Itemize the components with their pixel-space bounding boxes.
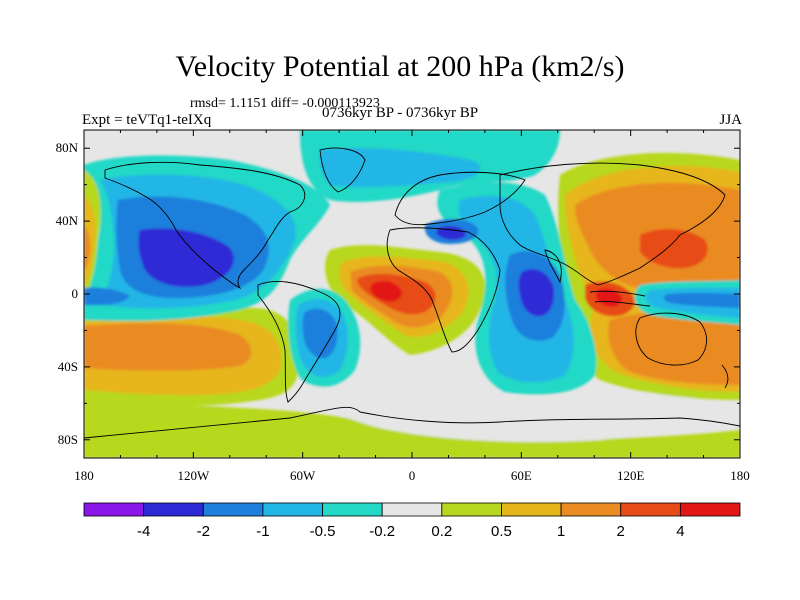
colorbar-swatch (381, 502, 443, 517)
colorbar-swatch (501, 502, 562, 517)
south-america-negative-2 (302, 308, 338, 359)
colorbar-swatch (322, 502, 383, 517)
period-label: 0736kyr BP - 0736kyr BP (322, 105, 479, 121)
lon-tick-label: 120E (617, 468, 645, 483)
lon-tick-label: 180 (730, 468, 750, 483)
experiment-label: Expt = teVTq1-teIXq (82, 112, 212, 128)
colorbar-label: 0.2 (431, 523, 452, 540)
asia-coast (499, 162, 726, 286)
europe-coast (394, 171, 526, 226)
antarctica-coast (84, 406, 740, 439)
australia-coast (635, 312, 707, 366)
lat-tick-label: 40N (56, 213, 79, 228)
chart-title: Velocity Potential at 200 hPa (km2/s) (175, 50, 625, 83)
colorbar-swatch (441, 502, 502, 517)
colorbar-swatch (262, 502, 323, 517)
south-pacific-positive-2 (84, 323, 252, 371)
axis-ticks: 80N 40N 0 40S 80S 180 120W 60W 0 60E 120E 180 (56, 130, 750, 483)
pacific-equatorial-negative-2 (663, 292, 740, 308)
colorbar-swatch (679, 502, 741, 517)
season-label: JJA (719, 112, 742, 128)
lon-tick-label: 60E (511, 468, 532, 483)
colorbar-swatch (202, 502, 264, 517)
colorbar-label: -0.2 (369, 523, 395, 540)
india-coast (544, 249, 562, 284)
south-america-coast (257, 281, 341, 403)
greenland-coast (319, 147, 366, 193)
coastlines (84, 147, 740, 439)
colorbar-label: 4 (676, 523, 684, 540)
australia-positive-2 (608, 311, 740, 385)
north-america-coast (104, 161, 306, 290)
lat-tick-label: 40S (58, 359, 78, 374)
atlantic-positive-4 (370, 281, 402, 302)
lat-tick-label: 80N (56, 140, 79, 155)
colorbar-label: -1 (256, 523, 269, 540)
colorbar: -4 -2 -1 -0.5 -0.2 0.2 0.5 1 2 4 (83, 502, 741, 540)
east-edge-negative (84, 287, 130, 306)
americas-negative-3 (138, 228, 234, 287)
antarctic-neutral (310, 385, 694, 442)
southern-band-positive (84, 400, 740, 458)
colorbar-label: 1 (557, 523, 565, 540)
lat-tick-label: 80S (58, 432, 78, 447)
new-zealand-coast (721, 364, 729, 389)
indonesia-coast (589, 290, 651, 307)
colorbar-label: -4 (137, 523, 150, 540)
colorbar-swatch (620, 502, 681, 517)
colorbar-swatch (143, 502, 204, 517)
colorbar-label: 0.5 (491, 523, 512, 540)
contour-field (84, 130, 740, 458)
stats-subtitle: rmsd= 1.1151 diff= -0.000113923 (190, 96, 380, 111)
colorbar-label: -2 (197, 523, 210, 540)
colorbar-swatch (560, 502, 622, 517)
lat-tick-label: 0 (72, 286, 79, 301)
lon-tick-label: 120W (177, 468, 210, 483)
africa-coast (386, 227, 501, 353)
asia-positive-3 (640, 228, 708, 269)
lon-tick-label: 0 (409, 468, 416, 483)
colorbar-label: 2 (617, 523, 625, 540)
colorbar-swatch (83, 502, 145, 517)
colorbar-label: -0.5 (310, 523, 336, 540)
lon-tick-label: 60W (290, 468, 316, 483)
west-edge-positive-3 (84, 225, 91, 270)
lon-tick-label: 180 (74, 468, 94, 483)
arctic-negative-2 (319, 148, 481, 188)
indian-negative-3 (518, 269, 554, 317)
